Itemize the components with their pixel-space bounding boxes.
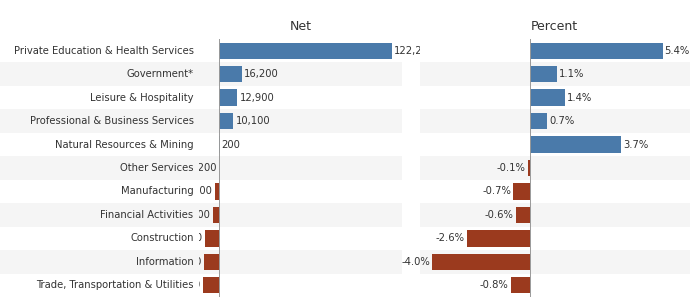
Bar [528,160,531,176]
Text: Construction: Construction [130,233,193,243]
Text: -3,100: -3,100 [181,187,213,196]
Bar [420,133,690,156]
Bar [219,89,237,106]
Text: -4.0%: -4.0% [402,257,430,267]
Bar [420,180,690,203]
Bar [0,62,199,86]
Text: -11,800: -11,800 [162,280,200,290]
Bar [199,86,402,110]
Bar [420,250,690,274]
Bar [0,226,199,250]
Text: 3.7%: 3.7% [623,140,648,149]
Bar [510,277,531,293]
Bar [199,250,402,274]
Bar [420,110,690,133]
Bar [420,203,690,226]
Bar [515,207,531,223]
Bar [0,274,199,297]
Bar [215,183,219,200]
Bar [204,254,219,270]
Bar [199,203,402,226]
Text: Other Services: Other Services [120,163,193,173]
Text: Trade, Transportation & Utilities: Trade, Transportation & Utilities [36,280,193,290]
Bar [0,39,199,62]
Text: Manufacturing: Manufacturing [121,187,193,196]
Text: Government*: Government* [127,69,193,79]
Bar [219,43,391,59]
Text: Net: Net [290,20,312,33]
Bar [0,250,199,274]
Bar [531,66,557,82]
Bar [466,230,531,247]
Text: 0.7%: 0.7% [550,116,575,126]
Text: Professional & Business Services: Professional & Business Services [29,116,193,126]
Text: Natural Resources & Mining: Natural Resources & Mining [55,140,193,149]
Text: 12,900: 12,900 [239,93,274,103]
Bar [199,274,402,297]
Bar [0,180,199,203]
Text: -4,500: -4,500 [179,210,211,220]
Bar [199,226,402,250]
Bar [513,183,531,200]
Text: Leisure & Hospitality: Leisure & Hospitality [90,93,193,103]
Text: Private Education & Health Services: Private Education & Health Services [13,46,193,56]
Text: -0.1%: -0.1% [497,163,526,173]
Bar [531,89,564,106]
Bar [531,43,662,59]
Bar [219,66,242,82]
Bar [420,62,690,86]
Bar [0,133,199,156]
Bar [420,226,690,250]
Bar [420,274,690,297]
Text: -10,400: -10,400 [164,233,202,243]
Text: 122,200: 122,200 [393,46,435,56]
Text: -0.7%: -0.7% [482,187,511,196]
Bar [199,133,402,156]
Text: -200: -200 [195,163,217,173]
Bar [0,156,199,180]
Text: 1.1%: 1.1% [559,69,584,79]
Text: 1.4%: 1.4% [566,93,592,103]
Bar [199,62,402,86]
Bar [199,156,402,180]
Text: 5.4%: 5.4% [664,46,690,56]
Text: Percent: Percent [531,20,578,33]
Bar [433,254,531,270]
Text: 10,100: 10,100 [236,116,270,126]
Bar [204,230,219,247]
Bar [213,207,219,223]
Bar [0,110,199,133]
Bar [420,156,690,180]
Text: -11,100: -11,100 [163,257,202,267]
Text: 16,200: 16,200 [244,69,279,79]
Bar [219,113,234,129]
Bar [199,39,402,62]
Bar [420,39,690,62]
Bar [420,86,690,110]
Text: -0.6%: -0.6% [484,210,514,220]
Bar [199,180,402,203]
Bar [0,86,199,110]
Text: 200: 200 [222,140,241,149]
Bar [531,136,621,153]
Bar [202,277,219,293]
Text: -2.6%: -2.6% [435,233,465,243]
Text: Financial Activities: Financial Activities [100,210,193,220]
Bar [531,113,547,129]
Bar [0,203,199,226]
Text: Information: Information [136,257,193,267]
Text: -0.8%: -0.8% [480,280,509,290]
Bar [199,110,402,133]
